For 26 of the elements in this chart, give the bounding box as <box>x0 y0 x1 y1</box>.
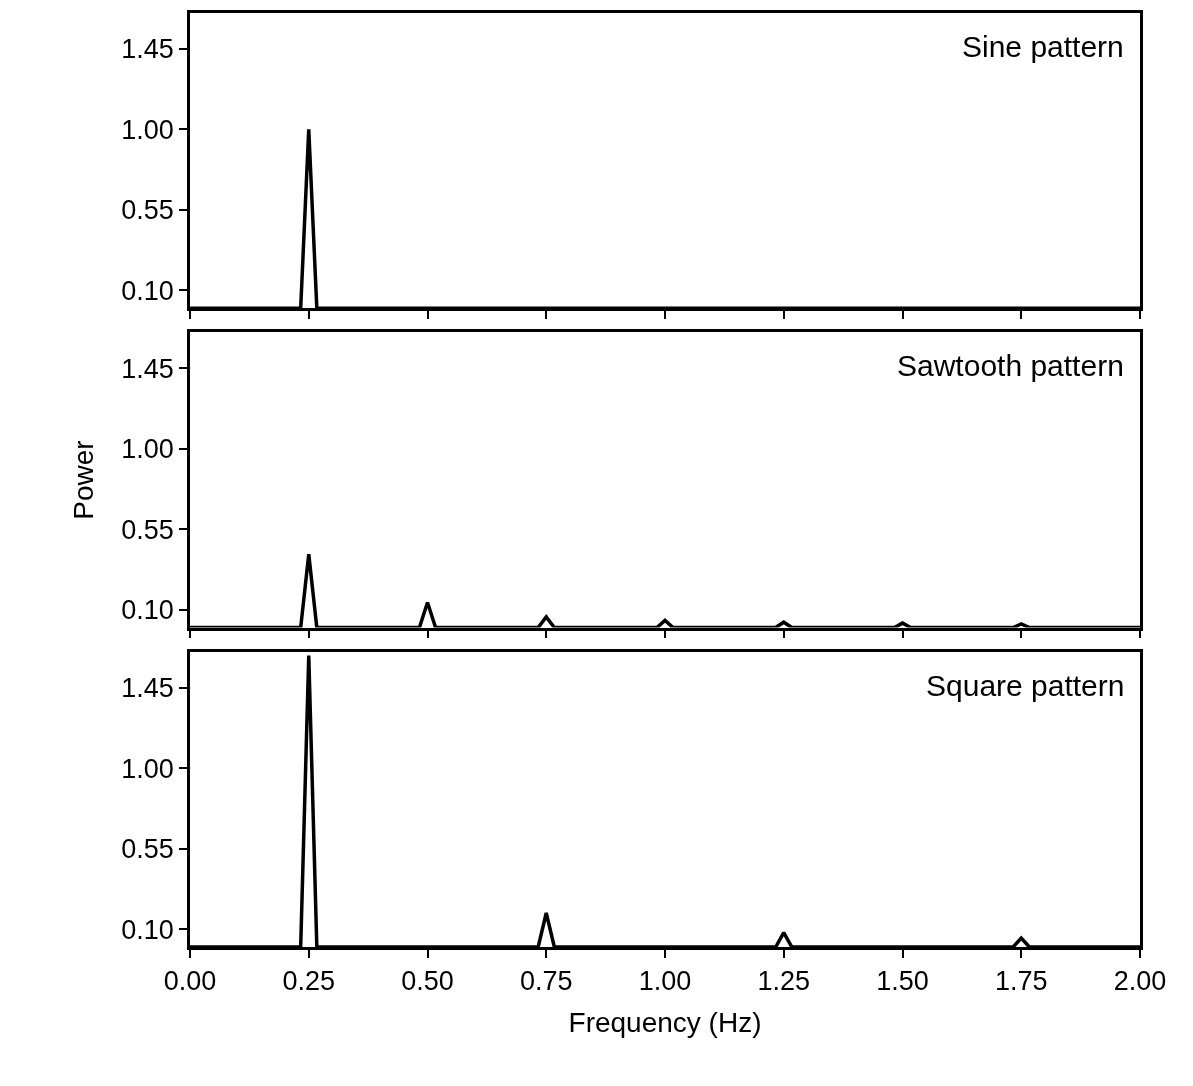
x-tick-label: 1.50 <box>876 966 929 997</box>
y-tick-label: 0.10 <box>121 914 174 945</box>
x-tick-label: 1.25 <box>757 966 811 997</box>
x-tick-label: 0.75 <box>519 966 573 997</box>
text: Sine pattern <box>962 30 1124 63</box>
y-tick-label: 0.55 <box>121 514 174 545</box>
x-tick-label: 0.50 <box>401 966 454 997</box>
x-tick-label: 2.00 <box>1113 966 1167 997</box>
y-tick-label: 0.55 <box>121 195 174 226</box>
y-tick-label: 1.45 <box>121 673 174 704</box>
y-tick-label: 1.00 <box>121 434 174 465</box>
x-tick-label: 0.25 <box>282 966 336 997</box>
x-tick-label: 1.75 <box>994 966 1048 997</box>
y-axis-title: Power <box>67 440 99 520</box>
y-tick-label: 1.00 <box>121 753 174 784</box>
x-tick-label: 1.00 <box>638 966 692 997</box>
x-tick-label: 0.00 <box>163 966 217 997</box>
x-axis-title: Frequency (Hz) <box>568 1007 762 1039</box>
text: Square pattern <box>926 669 1125 702</box>
y-tick-label: 0.55 <box>121 834 174 865</box>
y-tick-label: 0.10 <box>121 275 174 306</box>
y-tick-label: 1.00 <box>121 114 174 145</box>
y-tick-label: 1.45 <box>121 34 174 65</box>
y-tick-label: 1.45 <box>121 353 174 384</box>
text: Sawtooth pattern <box>897 349 1124 382</box>
y-tick-label: 0.10 <box>121 595 174 626</box>
